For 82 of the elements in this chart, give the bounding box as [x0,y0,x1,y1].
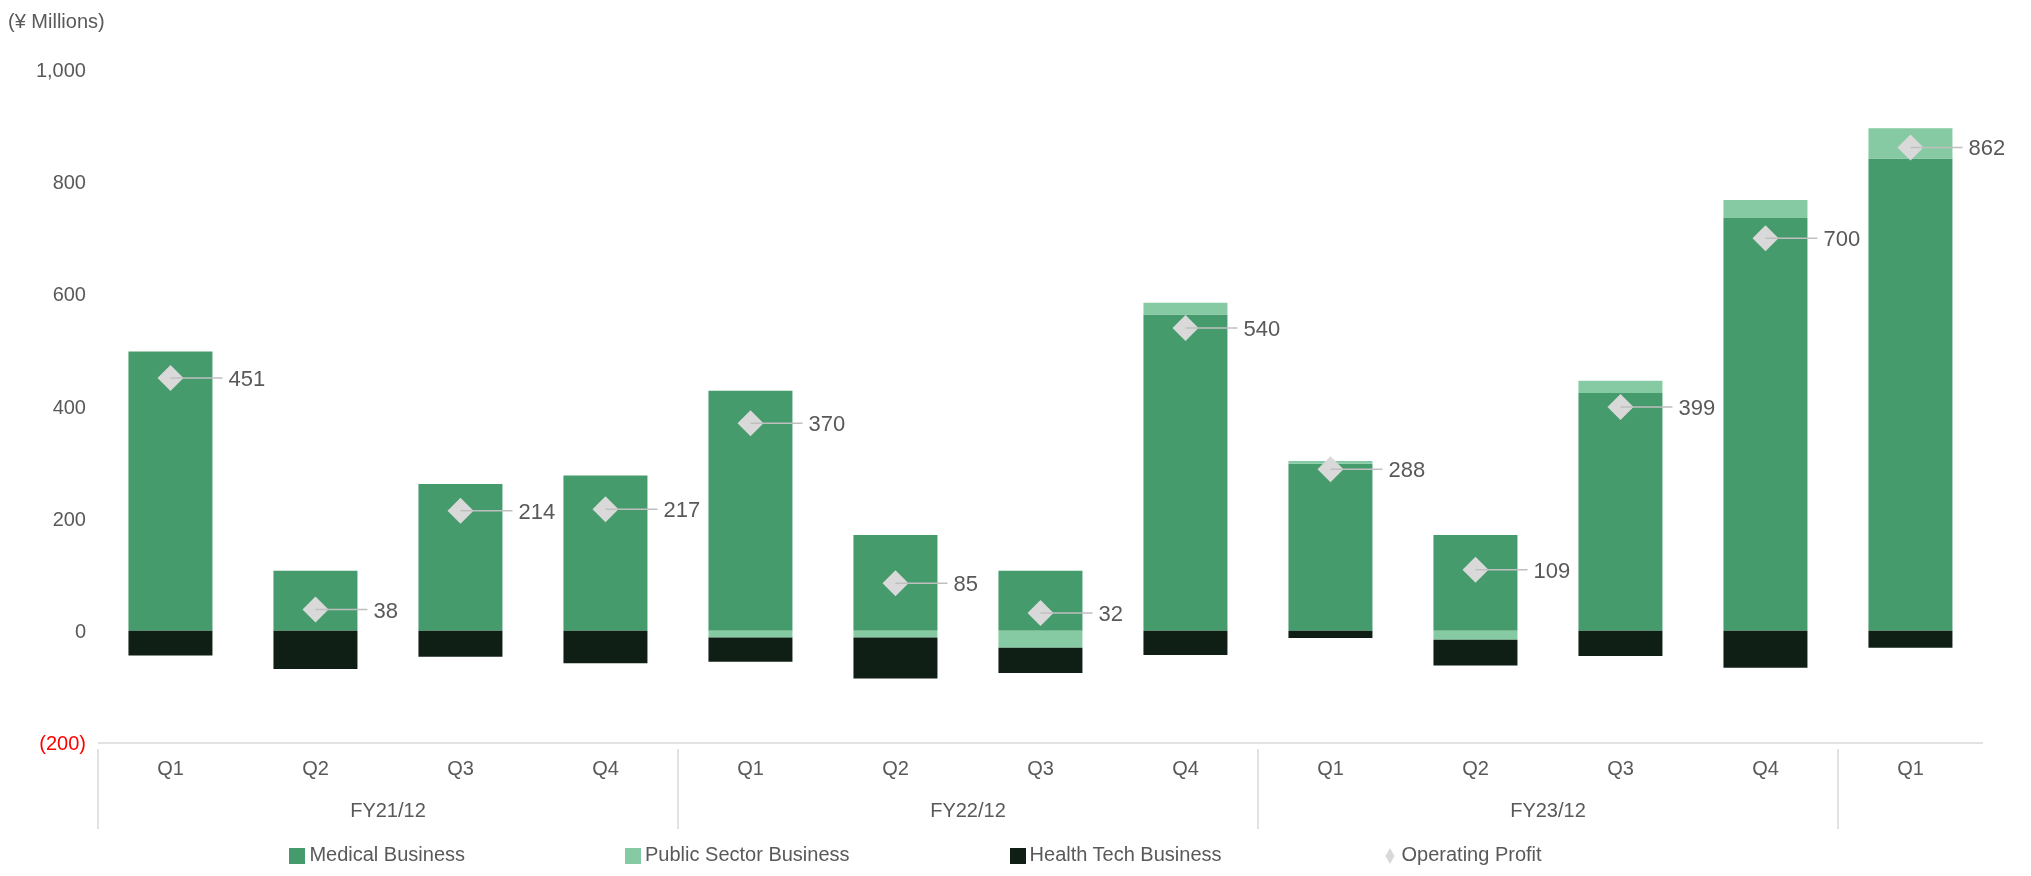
x-tick-label: Q3 [1607,757,1634,779]
data-label: 217 [663,497,701,523]
bar [128,630,213,656]
x-tick-label: Q1 [737,757,764,779]
point [1607,394,1634,421]
y-tick-label: 0 [74,619,86,642]
text: FY22/12 [930,799,1006,821]
bar [1143,314,1228,631]
x-tick-label: Q3 [447,757,474,779]
y-axis-title: (¥ Millions) [8,10,105,33]
text: FY23/12 [1510,799,1586,821]
bar [708,630,793,638]
x-tick-label: Q4 [1172,757,1199,779]
bar [128,351,213,631]
x-tick-label: Q1 [1317,757,1344,779]
bar [273,630,358,669]
bar [418,630,503,657]
data-label: 862 [1968,135,2006,161]
bar [1578,380,1663,394]
point [592,496,619,523]
bar [853,637,938,679]
bar [998,630,1083,648]
data-label: 38 [373,597,398,623]
bar [1288,463,1373,631]
x-tick-label: Q2 [882,757,909,779]
bar [853,534,938,631]
bar [1578,393,1663,631]
x-tick-label: Q1 [1897,757,1924,779]
point [1752,225,1779,252]
bar [998,647,1083,673]
bar [273,570,358,631]
data-label: 540 [1243,315,1281,341]
legend-label: Operating Profit [1401,843,1542,865]
bar [1723,218,1808,631]
data-label: 214 [518,498,556,524]
bar [418,483,503,631]
point [1172,314,1199,341]
point [737,410,764,437]
bar [708,637,793,662]
x-tick-label: Q2 [1462,757,1489,779]
bar [1723,630,1808,668]
data-label: 109 [1533,557,1571,583]
x-tick-label: Q4 [1752,757,1779,779]
bar [1288,630,1373,639]
text: FY21/12 [350,799,426,821]
y-tick-label: 200 [52,507,86,530]
bar [853,630,938,638]
legend-label: Health Tech Business [1029,843,1222,865]
bar [1143,302,1228,315]
bar [563,630,648,664]
data-label: 288 [1388,457,1426,483]
data-label: 700 [1823,226,1861,252]
x-tick-label: Q4 [592,757,619,779]
data-label: 399 [1678,395,1716,421]
y-tick-label: 1,000 [35,59,86,81]
bar [1433,630,1518,640]
bar [998,570,1083,631]
bar [1433,639,1518,666]
bar [1143,630,1228,655]
y-tick-label: 800 [52,171,86,194]
bar [1868,630,1953,648]
y-tick-label: 600 [52,283,86,306]
point [157,364,184,391]
legend-label: Public Sector Business [645,843,850,865]
data-label: 451 [228,365,266,391]
bar [1723,200,1808,219]
x-tick-label: Q3 [1027,757,1054,779]
point [447,497,474,524]
x-tick-label: Q2 [302,757,329,779]
y-tick-label: (200) [39,732,86,754]
data-label: 370 [808,411,846,437]
data-label: 32 [1098,600,1123,626]
bar [708,390,793,631]
legend-label: Medical Business [309,843,466,865]
x-tick-label: Q1 [157,757,184,779]
point [1317,456,1344,483]
data-label: 85 [953,571,978,597]
bar [1433,534,1518,631]
bar [563,475,648,631]
bar [1868,158,1953,631]
y-tick-label: 400 [52,395,86,418]
bar [1578,630,1663,657]
